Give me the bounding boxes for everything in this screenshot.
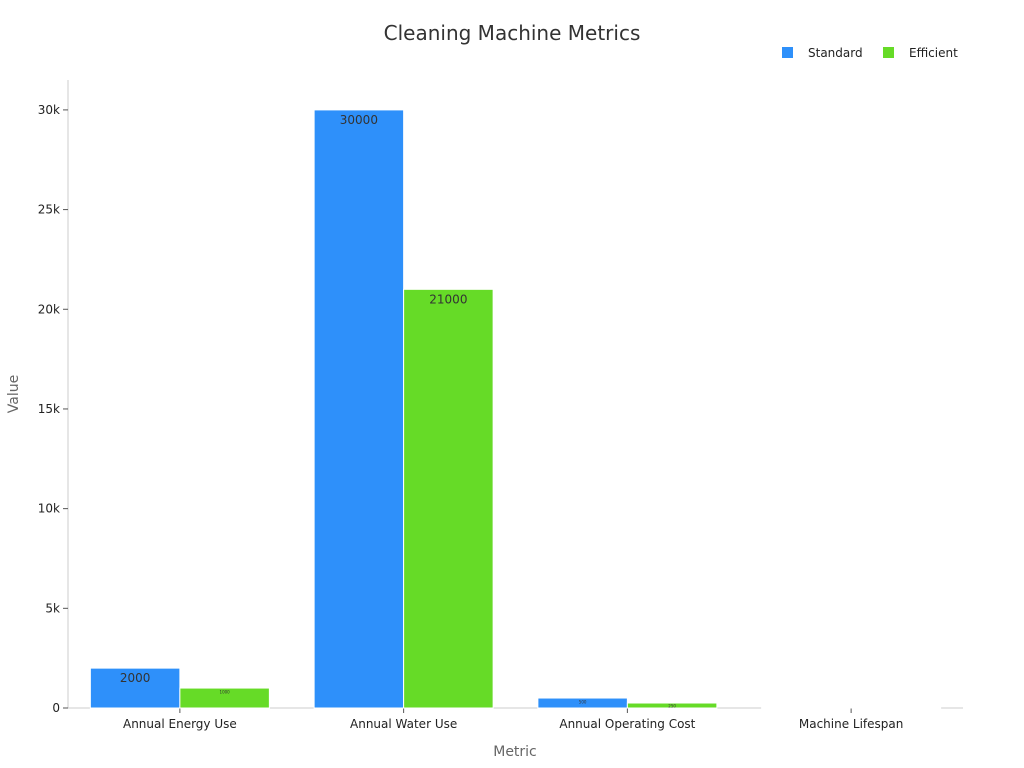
y-tick-label: 5k bbox=[45, 601, 60, 615]
data-label: 30000 bbox=[340, 113, 378, 127]
y-tick-label: 25k bbox=[38, 203, 60, 217]
data-label: 21000 bbox=[429, 292, 467, 306]
x-axis-label: Metric bbox=[493, 744, 537, 760]
legend-swatch-standard bbox=[782, 47, 793, 58]
x-tick-label: Annual Energy Use bbox=[123, 717, 237, 731]
y-tick-label: 0 bbox=[52, 701, 60, 715]
bar-efficient-0[interactable] bbox=[179, 687, 270, 709]
legend-label-standard: Standard bbox=[808, 46, 863, 60]
bar-standard-1[interactable] bbox=[313, 109, 405, 709]
x-tick-label: Annual Operating Cost bbox=[559, 717, 695, 731]
data-label: 250 bbox=[668, 704, 676, 709]
legend-label-efficient: Efficient bbox=[909, 46, 958, 60]
x-tick-label: Annual Water Use bbox=[350, 717, 457, 731]
bar-efficient-2[interactable] bbox=[626, 702, 718, 709]
y-axis-label: Value bbox=[6, 375, 22, 413]
bar-efficient-1[interactable] bbox=[403, 288, 494, 709]
data-label: 500 bbox=[579, 700, 587, 705]
y-tick-label: 15k bbox=[38, 402, 60, 416]
y-tick-label: 20k bbox=[38, 302, 60, 316]
data-label: 2000 bbox=[120, 671, 151, 685]
legend: Standard Efficient bbox=[782, 46, 958, 60]
legend-swatch-efficient bbox=[883, 47, 894, 58]
data-label: 1000 bbox=[220, 690, 231, 695]
x-tick-label: Machine Lifespan bbox=[799, 717, 904, 731]
chart-title: Cleaning Machine Metrics bbox=[384, 21, 641, 45]
y-tick-label: 30k bbox=[38, 103, 60, 117]
plot-area: 0 5k 10k 15k 20k 25k 30k Annual Energy Use 2000 1… bbox=[38, 80, 963, 731]
y-tick-label: 10k bbox=[38, 502, 60, 516]
